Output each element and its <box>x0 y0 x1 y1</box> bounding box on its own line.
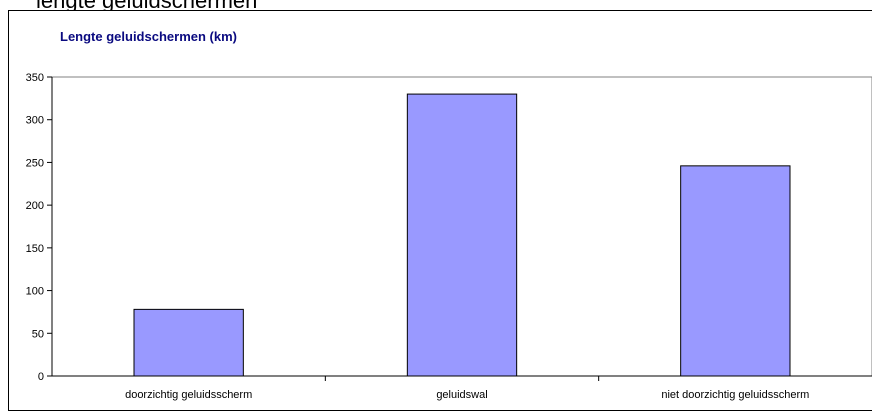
y-tick-label: 50 <box>32 328 44 340</box>
y-tick-label: 200 <box>26 200 44 212</box>
y-tick-label: 350 <box>26 72 44 84</box>
y-tick-label: 300 <box>26 115 44 127</box>
y-tick-label: 150 <box>26 243 44 255</box>
x-tick-label: geluidswal <box>436 389 487 401</box>
y-tick-label: 100 <box>26 286 44 298</box>
bar <box>133 308 244 377</box>
x-tick-label: niet doorzichtig geluidsscherm <box>661 389 809 401</box>
bar <box>406 93 518 377</box>
y-tick-label: 0 <box>38 371 44 383</box>
bar <box>680 165 791 377</box>
chart-title: Lengte geluidschermen (km) <box>60 29 237 44</box>
y-tick-label: 250 <box>26 157 44 169</box>
clipped-header-text: lengte geluidschermen <box>0 0 872 10</box>
x-tick-label: doorzichtig geluidsscherm <box>125 389 252 401</box>
clipped-header-label: lengte geluidschermen <box>36 0 257 10</box>
